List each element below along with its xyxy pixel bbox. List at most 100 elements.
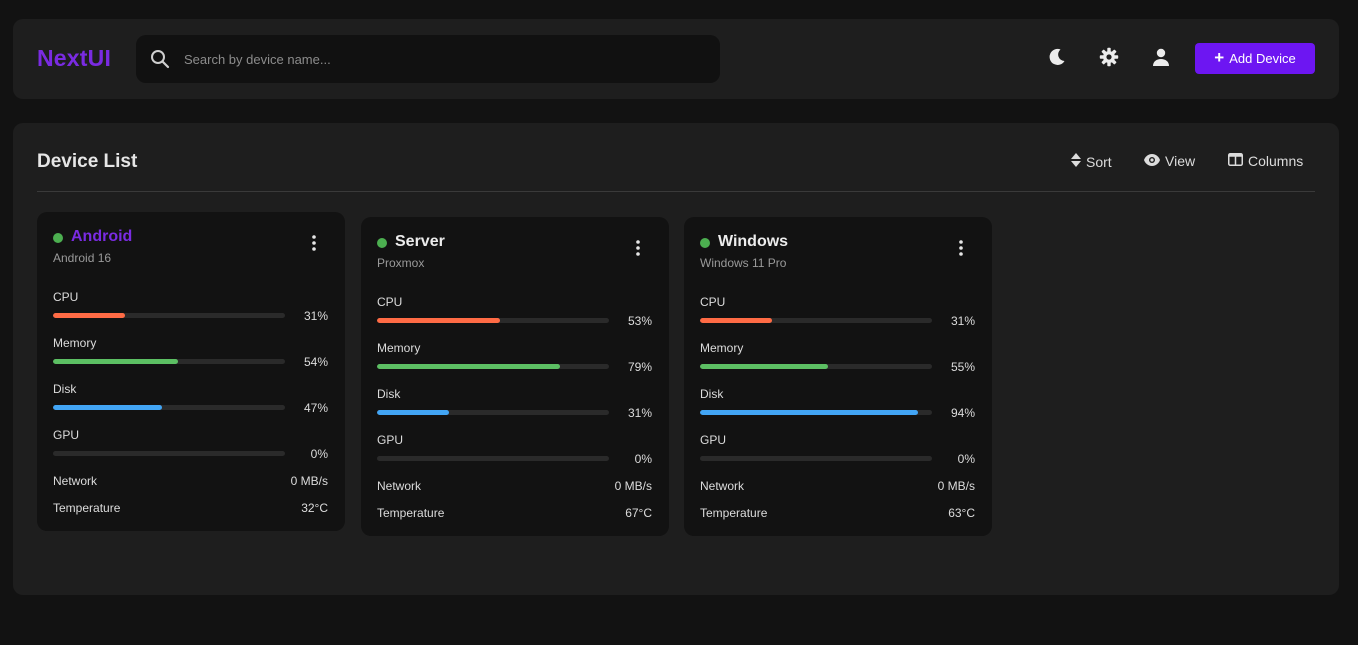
disk-label: Disk <box>700 387 724 401</box>
memory-percent: 54% <box>303 355 328 369</box>
device-name[interactable]: Android <box>71 228 133 245</box>
columns-icon <box>1228 153 1243 169</box>
more-options-button[interactable] <box>627 239 649 261</box>
memory-label: Memory <box>53 336 97 350</box>
cpu-bar-fill <box>700 318 772 323</box>
view-button[interactable]: View <box>1144 153 1195 169</box>
cpu-label: CPU <box>700 295 726 309</box>
cpu-percent: 31% <box>950 314 975 328</box>
temperature-value: 32°C <box>301 501 328 515</box>
cpu-percent: 53% <box>627 314 652 328</box>
cpu-bar <box>53 313 285 318</box>
sort-button[interactable]: Sort <box>1071 153 1112 170</box>
memory-bar-fill <box>700 364 828 369</box>
cpu-bar <box>377 318 609 323</box>
status-online-dot <box>377 238 387 248</box>
plus-icon: + <box>1214 48 1225 67</box>
network-label: Network <box>53 474 98 488</box>
gpu-bar <box>53 451 285 456</box>
view-label: View <box>1165 153 1196 169</box>
device-list-panel: Device List Sort View Columns Android An… <box>13 123 1339 595</box>
search-icon <box>150 49 170 69</box>
search-input[interactable] <box>184 35 704 83</box>
cpu-bar-fill <box>377 318 500 323</box>
columns-button[interactable]: Columns <box>1228 153 1303 169</box>
cpu-percent: 31% <box>303 309 328 323</box>
gpu-percent: 0% <box>310 447 328 461</box>
gpu-label: GPU <box>700 433 727 447</box>
gpu-bar <box>377 456 609 461</box>
device-os: Windows 11 Pro <box>700 256 787 270</box>
disk-bar <box>53 405 285 410</box>
temperature-label: Temperature <box>700 506 768 520</box>
device-card-android[interactable]: Android Android 16 CPU 31% Memory 54% Di… <box>37 212 345 531</box>
memory-label: Memory <box>700 341 744 355</box>
temperature-label: Temperature <box>53 501 121 515</box>
brand-logo[interactable]: NextUI <box>37 45 112 71</box>
cpu-bar <box>700 318 932 323</box>
memory-percent: 79% <box>627 360 652 374</box>
temperature-value: 63°C <box>948 506 975 520</box>
settings-button[interactable] <box>1097 47 1121 71</box>
gear-icon <box>1099 47 1119 72</box>
device-os: Proxmox <box>377 256 425 270</box>
memory-bar <box>53 359 285 364</box>
device-name[interactable]: Server <box>395 233 445 250</box>
more-vertical-icon <box>959 239 963 261</box>
profile-button[interactable] <box>1149 47 1173 71</box>
cpu-bar-fill <box>53 313 125 318</box>
eye-icon <box>1144 153 1160 169</box>
cpu-label: CPU <box>377 295 403 309</box>
add-device-label: Add Device <box>1229 51 1296 66</box>
memory-bar-fill <box>53 359 179 364</box>
device-card-windows[interactable]: Windows Windows 11 Pro CPU 31% Memory 55… <box>684 217 992 536</box>
temperature-value: 67°C <box>625 506 652 520</box>
network-value: 0 MB/s <box>290 474 328 488</box>
disk-label: Disk <box>377 387 401 401</box>
theme-toggle-button[interactable] <box>1045 47 1069 71</box>
sort-icon <box>1071 153 1081 170</box>
status-online-dot <box>700 238 710 248</box>
disk-bar-fill <box>700 410 919 415</box>
network-value: 0 MB/s <box>614 479 652 493</box>
memory-percent: 55% <box>950 360 975 374</box>
gpu-label: GPU <box>377 433 404 447</box>
divider <box>37 191 1315 192</box>
search-box[interactable] <box>136 35 720 83</box>
disk-bar-fill <box>53 405 163 410</box>
disk-percent: 94% <box>950 406 975 420</box>
device-name[interactable]: Windows <box>718 233 789 250</box>
more-vertical-icon <box>636 239 640 261</box>
gpu-label: GPU <box>53 428 80 442</box>
device-card-server[interactable]: Server Proxmox CPU 53% Memory 79% Disk 3… <box>361 217 669 536</box>
network-value: 0 MB/s <box>937 479 975 493</box>
network-label: Network <box>700 479 745 493</box>
disk-percent: 31% <box>627 406 652 420</box>
gpu-bar <box>700 456 932 461</box>
device-os: Android 16 <box>53 251 112 265</box>
cpu-label: CPU <box>53 290 79 304</box>
user-icon <box>1151 47 1171 72</box>
network-label: Network <box>377 479 422 493</box>
disk-bar <box>377 410 609 415</box>
top-bar: NextUI <box>13 19 1339 99</box>
sort-label: Sort <box>1086 153 1112 170</box>
moon-icon <box>1047 47 1067 72</box>
status-online-dot <box>53 233 63 243</box>
add-device-button[interactable]: + Add Device <box>1195 43 1315 74</box>
more-options-button[interactable] <box>950 239 972 261</box>
disk-label: Disk <box>53 382 77 396</box>
page-title: Device List <box>37 151 138 172</box>
memory-bar-fill <box>377 364 561 369</box>
disk-bar <box>700 410 932 415</box>
disk-bar-fill <box>377 410 449 415</box>
memory-label: Memory <box>377 341 421 355</box>
disk-percent: 47% <box>303 401 328 415</box>
gpu-percent: 0% <box>634 452 652 466</box>
memory-bar <box>700 364 932 369</box>
temperature-label: Temperature <box>377 506 445 520</box>
columns-label: Columns <box>1248 153 1304 169</box>
memory-bar <box>377 364 609 369</box>
more-options-button[interactable] <box>303 234 325 256</box>
gpu-percent: 0% <box>957 452 975 466</box>
